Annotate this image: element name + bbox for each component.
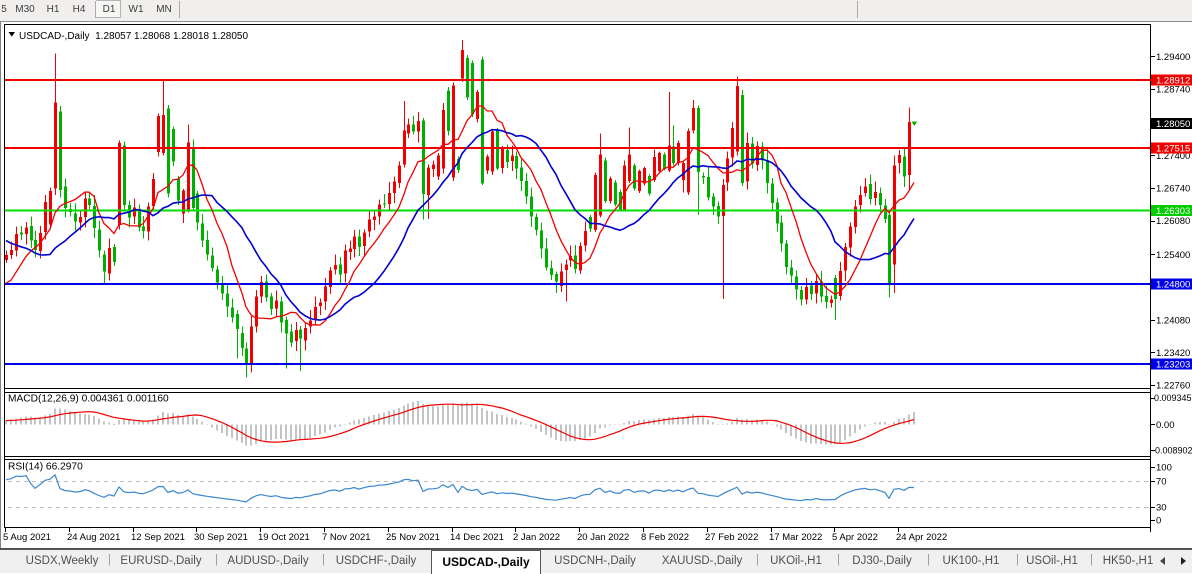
svg-text:2 Jan 2022: 2 Jan 2022 xyxy=(513,532,560,543)
svg-text:-0.008902: -0.008902 xyxy=(1152,446,1192,456)
svg-text:5 Apr 2022: 5 Apr 2022 xyxy=(832,532,878,543)
svg-text:1.28050: 1.28050 xyxy=(1156,119,1190,130)
svg-text:27 Feb 2022: 27 Feb 2022 xyxy=(705,532,758,543)
svg-text:1.27515: 1.27515 xyxy=(1156,144,1190,155)
svg-text:1.28912: 1.28912 xyxy=(1156,76,1190,87)
svg-text:24 Aug 2021: 24 Aug 2021 xyxy=(67,532,120,543)
svg-text:1.29400: 1.29400 xyxy=(1156,52,1190,63)
svg-text:7 Nov 2021: 7 Nov 2021 xyxy=(322,532,371,543)
svg-text:70: 70 xyxy=(1156,477,1167,488)
svg-text:100: 100 xyxy=(1156,463,1172,474)
svg-text:20 Jan 2022: 20 Jan 2022 xyxy=(577,532,629,543)
svg-text:1.23203: 1.23203 xyxy=(1156,360,1190,371)
svg-text:12 Sep 2021: 12 Sep 2021 xyxy=(131,532,185,543)
svg-text:30 Sep 2021: 30 Sep 2021 xyxy=(194,532,248,543)
svg-text:5 Aug 2021: 5 Aug 2021 xyxy=(3,532,51,543)
svg-text:1.24080: 1.24080 xyxy=(1156,315,1190,326)
svg-text:1.26303: 1.26303 xyxy=(1156,206,1190,217)
svg-text:RSI(14) 66.2970: RSI(14) 66.2970 xyxy=(8,462,83,473)
svg-text:MACD(12,26,9) 0.004361 0.00116: MACD(12,26,9) 0.004361 0.001160 xyxy=(8,394,169,405)
svg-text:1.24800: 1.24800 xyxy=(1156,280,1190,291)
svg-text:1.26740: 1.26740 xyxy=(1156,184,1190,195)
svg-text:USDCAD-,Daily 1.28057 1.28068: USDCAD-,Daily 1.28057 1.28068 1.28018 1.… xyxy=(19,31,248,42)
svg-text:25 Nov 2021: 25 Nov 2021 xyxy=(386,532,440,543)
svg-text:0.00: 0.00 xyxy=(1156,420,1175,431)
svg-text:1.28740: 1.28740 xyxy=(1156,85,1190,96)
svg-text:30: 30 xyxy=(1156,503,1167,514)
svg-text:0.009345: 0.009345 xyxy=(1154,393,1192,403)
svg-text:1.27400: 1.27400 xyxy=(1156,151,1190,162)
svg-text:8 Feb 2022: 8 Feb 2022 xyxy=(641,532,689,543)
svg-text:19 Oct 2021: 19 Oct 2021 xyxy=(258,532,310,543)
svg-text:1.23420: 1.23420 xyxy=(1156,348,1190,359)
svg-text:1.22760: 1.22760 xyxy=(1156,381,1190,392)
svg-text:1.26080: 1.26080 xyxy=(1156,216,1190,227)
svg-text:14 Dec 2021: 14 Dec 2021 xyxy=(450,532,504,543)
svg-text:17 Mar 2022: 17 Mar 2022 xyxy=(769,532,822,543)
svg-text:0: 0 xyxy=(1156,516,1161,527)
svg-text:24 Apr 2022: 24 Apr 2022 xyxy=(896,532,947,543)
svg-text:1.25400: 1.25400 xyxy=(1156,250,1190,261)
